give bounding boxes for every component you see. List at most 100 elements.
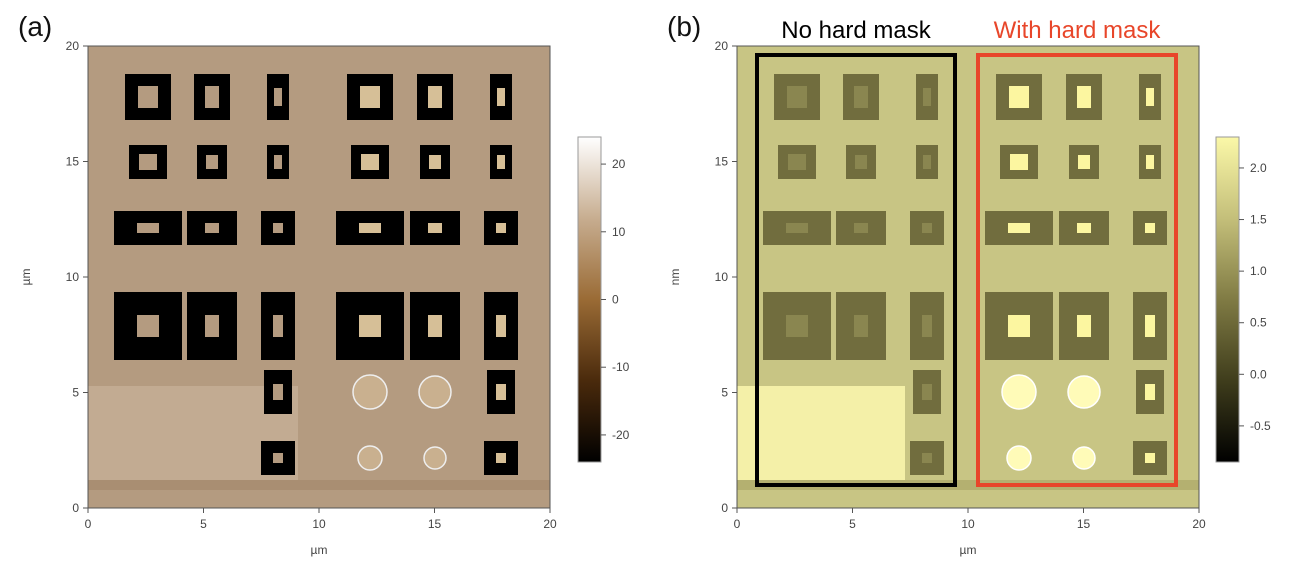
feature-core — [854, 315, 868, 337]
feature-core — [1145, 384, 1155, 400]
feature-dot — [1007, 446, 1031, 470]
colorbar-tick-label: 20 — [612, 157, 626, 171]
x-tick-label: 5 — [200, 517, 207, 531]
y-tick-label: 20 — [715, 39, 729, 53]
figure: 0 5 10 15 20 0 5 10 15 20 µm µm (a) -20 -10 0 10 20 0 5 10 15… — [0, 0, 1300, 571]
feature-core — [922, 453, 932, 463]
y-tick-label: 10 — [66, 270, 80, 284]
x-axis-label: µm — [960, 543, 977, 557]
y-axis-label: nm — [668, 269, 682, 286]
feature-core — [1146, 88, 1154, 106]
feature-core — [428, 86, 442, 108]
feature-core — [497, 88, 505, 106]
y-tick-label: 10 — [715, 270, 729, 284]
feature-core — [1145, 315, 1155, 337]
colorbar-tick-label: 0 — [612, 293, 619, 307]
feature-core — [922, 315, 932, 337]
feature-core — [205, 223, 219, 233]
feature-core — [137, 315, 159, 337]
feature-dot — [1068, 376, 1100, 408]
feature-core — [854, 86, 868, 108]
feature-core — [359, 315, 381, 337]
feature-core — [273, 315, 283, 337]
feature-core — [788, 154, 806, 170]
colorbar — [1216, 137, 1239, 462]
feature-core — [786, 223, 808, 233]
feature-core — [273, 453, 283, 463]
colorbar-tick-label: -10 — [612, 360, 630, 374]
y-tick-label: 0 — [721, 501, 728, 515]
x-tick-label: 10 — [312, 517, 326, 531]
annotation: No hard mask — [781, 17, 931, 44]
feature-core — [428, 223, 442, 233]
feature-core — [923, 88, 931, 106]
colorbar — [578, 137, 601, 462]
colorbar-tick-label: 10 — [612, 225, 626, 239]
feature-core — [205, 315, 219, 337]
feature-dot — [1073, 447, 1095, 469]
feature-core — [1146, 155, 1154, 169]
feature-dot — [419, 376, 451, 408]
colorbar-tick-label: 0.0 — [1250, 367, 1267, 381]
feature-core — [1078, 155, 1090, 169]
feature-core — [205, 86, 219, 108]
feature-core — [359, 223, 381, 233]
feature-core — [274, 88, 282, 106]
feature-core — [1145, 223, 1155, 233]
feature-core — [496, 223, 506, 233]
feature-core — [496, 384, 506, 400]
feature-core — [360, 86, 380, 108]
feature-core — [206, 155, 218, 169]
feature-core — [922, 384, 932, 400]
y-tick-label: 5 — [72, 386, 79, 400]
colorbar-tick-label: 0.5 — [1250, 316, 1267, 330]
x-tick-label: 0 — [734, 517, 741, 531]
y-tick-label: 0 — [72, 501, 79, 515]
x-tick-label: 15 — [428, 517, 442, 531]
feature-core — [1077, 86, 1091, 108]
feature-core — [274, 155, 282, 169]
x-tick-label: 20 — [543, 517, 557, 531]
colorbar-tick-label: -0.5 — [1250, 419, 1271, 433]
feature-core — [1077, 223, 1091, 233]
x-tick-label: 15 — [1077, 517, 1091, 531]
feature-core — [1145, 453, 1155, 463]
feature-core — [497, 155, 505, 169]
feature-core — [429, 155, 441, 169]
y-tick-label: 15 — [715, 155, 729, 169]
feature-core — [922, 223, 932, 233]
feature-core — [786, 315, 808, 337]
feature-core — [787, 86, 807, 108]
y-axis-label: µm — [19, 269, 33, 286]
feature-core — [138, 86, 158, 108]
image-stripe — [88, 480, 550, 490]
feature-core — [854, 223, 868, 233]
feature-core — [496, 453, 506, 463]
colorbar-tick-label: -20 — [612, 428, 630, 442]
x-tick-label: 0 — [85, 517, 92, 531]
image-region — [737, 386, 905, 486]
feature-core — [139, 154, 157, 170]
feature-core — [1009, 86, 1029, 108]
feature-dot — [353, 375, 387, 409]
panel-label: (a) — [18, 11, 52, 42]
y-tick-label: 5 — [721, 386, 728, 400]
feature-core — [855, 155, 867, 169]
x-tick-label: 10 — [961, 517, 975, 531]
x-tick-label: 5 — [849, 517, 856, 531]
feature-core — [137, 223, 159, 233]
annotation: With hard mask — [994, 17, 1162, 44]
feature-core — [496, 315, 506, 337]
feature-core — [273, 384, 283, 400]
feature-core — [923, 155, 931, 169]
feature-core — [273, 223, 283, 233]
colorbar-tick-label: 1.5 — [1250, 213, 1267, 227]
y-tick-label: 15 — [66, 155, 80, 169]
feature-core — [361, 154, 379, 170]
feature-core — [1010, 154, 1028, 170]
feature-core — [428, 315, 442, 337]
feature-dot — [424, 447, 446, 469]
y-tick-label: 20 — [66, 39, 80, 53]
feature-core — [1008, 223, 1030, 233]
feature-core — [1008, 315, 1030, 337]
